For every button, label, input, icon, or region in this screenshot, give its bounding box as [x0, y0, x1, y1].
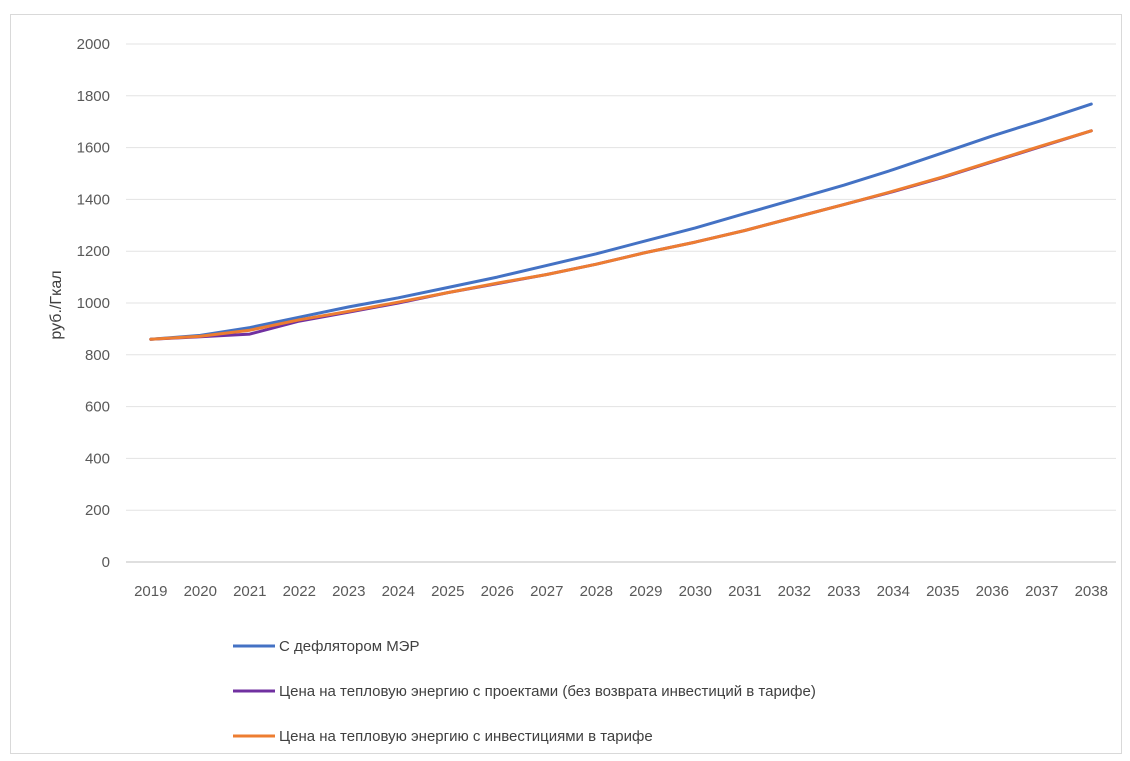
y-tick-label: 2000 — [77, 36, 110, 53]
y-tick-label: 200 — [85, 502, 110, 519]
y-tick-label: 600 — [85, 399, 110, 416]
x-tick-label: 2026 — [481, 583, 514, 600]
x-tick-label: 2020 — [184, 583, 217, 600]
y-tick-label: 1400 — [77, 191, 110, 208]
x-tick-label: 2027 — [530, 583, 563, 600]
y-tick-label: 400 — [85, 450, 110, 467]
series-lines — [149, 102, 1093, 341]
x-tick-label: 2023 — [332, 583, 365, 600]
x-tick-label: 2025 — [431, 583, 464, 600]
legend-label: Цена на тепловую энергию с проектами (бе… — [279, 683, 816, 700]
y-tick-label: 800 — [85, 347, 110, 364]
chart-frame: 0 200 400 600 800 1000 1200 1400 1600 1800 2000 20… — [10, 14, 1122, 754]
y-tick-label: 1800 — [77, 88, 110, 105]
x-tick-label: 2032 — [778, 583, 811, 600]
legend-item: Цена на тепловую энергию с проектами (бе… — [233, 683, 816, 700]
y-axis-title: руб./Гкал — [48, 270, 65, 339]
legend-label: С дефлятором МЭР — [279, 638, 419, 655]
x-tick-label: 2030 — [679, 583, 712, 600]
x-axis-ticks: 2019 2020 2021 2022 2023 2024 2025 2026 2027 2028… — [134, 583, 1108, 600]
gridlines — [126, 43, 1116, 563]
legend-item: С дефлятором МЭР — [233, 638, 419, 655]
x-tick-label: 2037 — [1025, 583, 1058, 600]
x-tick-label: 2029 — [629, 583, 662, 600]
series-line-2 — [149, 129, 1093, 341]
x-tick-label: 2031 — [728, 583, 761, 600]
series-line-3 — [149, 129, 1093, 341]
y-tick-label: 1600 — [77, 140, 110, 157]
x-tick-label: 2021 — [233, 583, 266, 600]
y-tick-label: 1200 — [77, 243, 110, 260]
x-tick-label: 2033 — [827, 583, 860, 600]
x-tick-label: 2028 — [580, 583, 613, 600]
y-tick-label: 0 — [102, 554, 110, 571]
y-axis-ticks: 0 200 400 600 800 1000 1200 1400 1600 1800 2000 — [77, 36, 110, 571]
legend: С дефлятором МЭР Цена на тепловую энергию… — [233, 638, 816, 745]
x-tick-label: 2035 — [926, 583, 959, 600]
x-tick-label: 2024 — [382, 583, 415, 600]
x-tick-label: 2038 — [1075, 583, 1108, 600]
x-tick-label: 2019 — [134, 583, 167, 600]
y-tick-label: 1000 — [77, 295, 110, 312]
legend-item: Цена на тепловую энергию с инвестициями … — [233, 728, 653, 745]
x-tick-label: 2022 — [283, 583, 316, 600]
x-tick-label: 2036 — [976, 583, 1009, 600]
legend-label: Цена на тепловую энергию с инвестициями … — [279, 728, 653, 745]
x-tick-label: 2034 — [877, 583, 910, 600]
series-line-1 — [149, 102, 1093, 341]
line-chart: 0 200 400 600 800 1000 1200 1400 1600 1800 2000 20… — [48, 36, 1116, 745]
